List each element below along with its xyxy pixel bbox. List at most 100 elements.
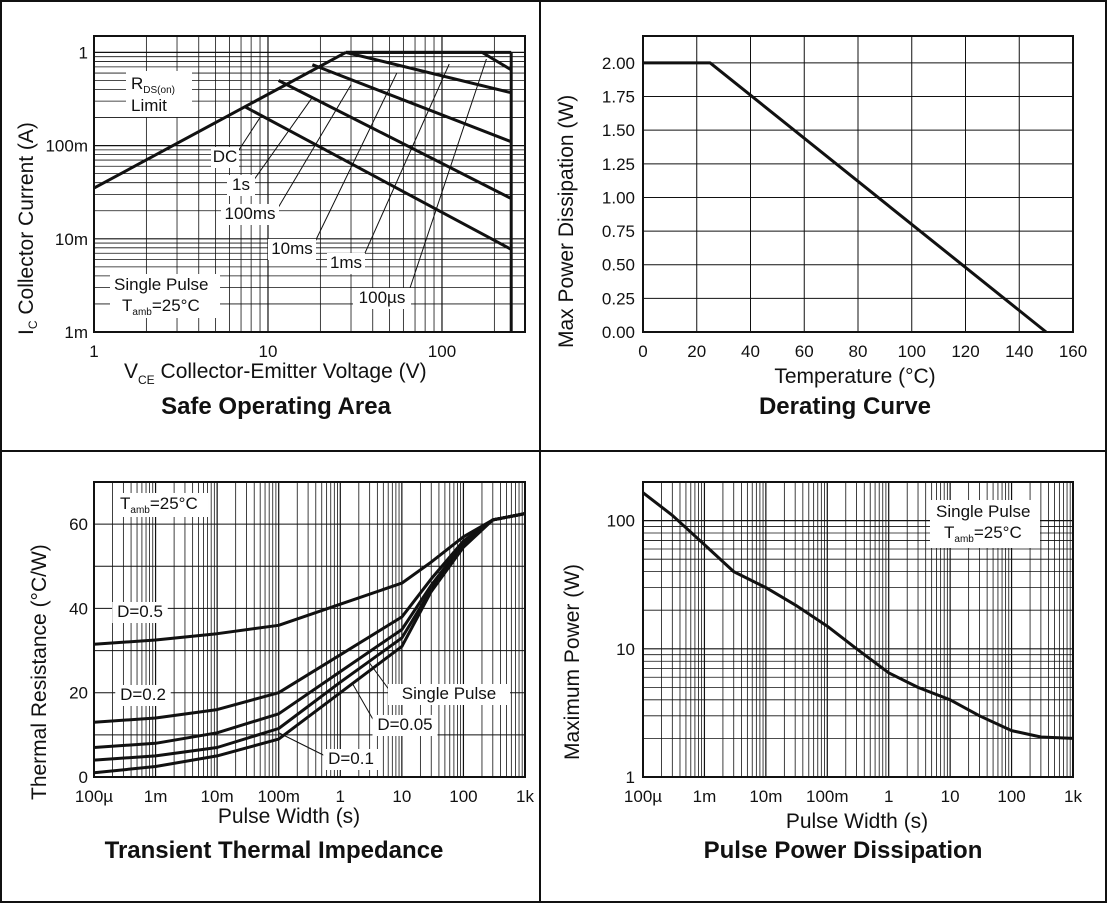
pulse-power-x-tick-label: 1 — [884, 787, 893, 806]
pulse-power-series — [642, 491, 1074, 740]
thermal-x-tick-label: 10 — [392, 787, 411, 806]
pulse-power-y-tick-label: 10 — [616, 640, 635, 659]
pulse-power-x-tick-label: 10m — [749, 787, 782, 806]
derating-y-tick-label: 1.50 — [602, 121, 635, 140]
derating-x-tick-label: 140 — [1005, 342, 1033, 361]
thermal-y-tick-label: 20 — [69, 684, 88, 703]
soa-curve — [345, 50, 512, 95]
thermal-curve-label: D=0.2 — [120, 685, 166, 704]
soa-curve-label: 1s — [232, 175, 250, 194]
pulse-power-title: Pulse Power Dissipation — [704, 837, 983, 864]
derating-y-tick-label: 1.25 — [602, 155, 635, 174]
soa-leader-line — [311, 72, 398, 249]
pulse-power-note-box — [930, 500, 1040, 548]
soa-single-pulse-label: Single Pulse — [114, 275, 209, 294]
derating-chart: 0 20 40 60 80 100 120 140 160 0.00 0.25 0.50 0.75 1.0… — [555, 35, 1087, 420]
soa-curve-label-bg — [227, 175, 255, 196]
thermal-curve-label: Single Pulse — [402, 684, 497, 703]
derating-curve — [643, 61, 1048, 334]
thermal-series — [93, 512, 526, 775]
soa-x-axis-label: VCE Collector-Emitter Voltage (V) — [124, 360, 427, 387]
pulse-power-x-tick-label: 10 — [941, 787, 960, 806]
derating-x-axis-label: Temperature (°C) — [774, 365, 935, 388]
soa-curve-labels: DC 1s 100ms 10ms 1ms 100µs — [211, 147, 411, 309]
derating-y-tick-label: 0.25 — [602, 289, 635, 308]
derating-plot-frame — [642, 35, 1074, 333]
soa-leader-line — [250, 96, 313, 185]
derating-y-tick-label: 1.00 — [602, 188, 635, 207]
soa-tick-labels: 1 10 100 1 100m 10m 1m — [45, 43, 456, 361]
pulse-power-y-axis-label: Maximum Power (W) — [561, 564, 584, 760]
soa-curve-label: 1ms — [330, 253, 362, 272]
soa-y-tick-label: 10m — [55, 230, 88, 249]
pulse-power-y-tick-label: 100 — [607, 512, 635, 531]
pulse-power-x-tick-label: 1k — [1064, 787, 1082, 806]
pulse-power-plot-frame — [642, 481, 1074, 778]
thermal-curve-label-bg — [372, 715, 438, 736]
pulse-power-y-tick-label: 1 — [626, 768, 635, 787]
pulse-power-x-tick-label: 1m — [693, 787, 717, 806]
thermal-curve-label: D=0.05 — [377, 715, 432, 734]
thermal-curve-label-bg — [323, 749, 379, 770]
derating-x-tick-label: 40 — [741, 342, 760, 361]
thermal-curve-label: D=0.1 — [328, 749, 374, 768]
soa-y-tick-label: 100m — [45, 137, 88, 156]
soa-chart: 1 10 100 1 100m 10m 1m RDS(on) Limit Single Pu… — [15, 35, 526, 420]
thermal-impedance-chart: 100µ 1m 10m 100m 1 10 100 1k 0 20 40 60 Tamb=25°C D… — [28, 481, 534, 864]
derating-x-tick-label: 120 — [951, 342, 979, 361]
soa-leader-line — [406, 58, 487, 298]
pulse-power-tick-labels: 100µ 1m 10m 100m 1 10 100 1k 100 10 1 — [607, 512, 1083, 806]
soa-leader-line — [234, 117, 261, 157]
derating-series — [643, 61, 1048, 334]
soa-series — [93, 50, 513, 332]
soa-y-tick-label: 1 — [79, 43, 88, 62]
soa-x-tick-label: 1 — [89, 342, 98, 361]
derating-tick-labels: 0 20 40 60 80 100 120 140 160 0.00 0.25 0.50 0.75 1.0… — [602, 54, 1087, 361]
soa-curve-label: DC — [213, 147, 238, 166]
thermal-curve — [93, 512, 526, 775]
derating-x-tick-label: 80 — [849, 342, 868, 361]
pulse-power-x-axis-label: Pulse Width (s) — [786, 810, 928, 833]
pulse-power-x-tick-label: 100µ — [624, 787, 662, 806]
soa-pulse-box — [110, 274, 220, 318]
derating-y-tick-label: 1.75 — [602, 88, 635, 107]
thermal-y-tick-label: 60 — [69, 515, 88, 534]
soa-curve-label-bg — [268, 239, 316, 260]
derating-y-tick-label: 0.75 — [602, 222, 635, 241]
derating-x-tick-label: 160 — [1059, 342, 1087, 361]
soa-curve-label: 100µs — [359, 288, 406, 307]
rds-label: RDS(on) — [131, 74, 175, 96]
pulse-power-x-tick-label: 100m — [806, 787, 849, 806]
soa-label-leaders — [234, 58, 487, 298]
derating-grid — [643, 36, 1073, 332]
soa-x-tick-label: 100 — [428, 342, 456, 361]
thermal-leader-line — [369, 662, 391, 692]
rds-label-box — [126, 71, 192, 117]
derating-y-tick-label: 2.00 — [602, 54, 635, 73]
soa-tamb-label: Tamb=25°C — [122, 296, 200, 318]
thermal-x-tick-label: 1m — [144, 787, 168, 806]
pulse-power-chart: 100µ 1m 10m 100m 1 10 100 1k 100 10 1 Single Pulse… — [561, 481, 1083, 864]
pulse-power-single-pulse-label: Single Pulse — [936, 502, 1031, 521]
soa-curve — [311, 63, 512, 144]
derating-x-tick-label: 100 — [898, 342, 926, 361]
rds-limit-label: Limit — [131, 96, 167, 115]
derating-x-tick-label: 60 — [795, 342, 814, 361]
thermal-x-tick-label: 100 — [449, 787, 477, 806]
thermal-x-tick-label: 100µ — [75, 787, 113, 806]
thermal-y-tick-label: 40 — [69, 599, 88, 618]
thermal-x-tick-label: 1k — [516, 787, 534, 806]
thermal-title: Transient Thermal Impedance — [105, 837, 444, 864]
thermal-tamb-box — [116, 493, 208, 517]
thermal-curve-label-bg — [115, 685, 171, 706]
thermal-label-leaders — [278, 662, 391, 757]
soa-annotations: RDS(on) Limit Single Pulse Tamb=25°C — [110, 71, 220, 318]
thermal-tick-labels: 100µ 1m 10m 100m 1 10 100 1k 0 20 40 60 — [69, 515, 534, 806]
derating-y-axis-label: Max Power Dissipation (W) — [555, 95, 578, 348]
soa-curve-label-bg — [211, 147, 239, 168]
soa-curve-label-bg — [221, 204, 279, 225]
thermal-curve-label-bg — [388, 684, 510, 705]
soa-leader-line — [360, 63, 450, 263]
thermal-x-tick-label: 1 — [336, 787, 345, 806]
